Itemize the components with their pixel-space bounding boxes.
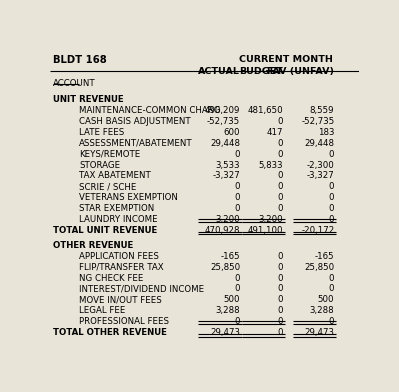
Text: FAV (UNFAV): FAV (UNFAV) [267,67,334,76]
Text: 0: 0 [329,204,334,213]
Text: 500: 500 [223,295,240,304]
Text: -3,327: -3,327 [212,171,240,180]
Text: 3,533: 3,533 [215,161,240,169]
Text: 490,209: 490,209 [205,106,240,115]
Text: 0: 0 [278,295,283,304]
Text: 3,200: 3,200 [259,215,283,224]
Text: 0: 0 [235,317,240,326]
Text: 500: 500 [318,295,334,304]
Text: -165: -165 [315,252,334,261]
Text: LEGAL FEE: LEGAL FEE [79,306,126,315]
Text: 0: 0 [278,274,283,283]
Text: 3,288: 3,288 [215,306,240,315]
Text: 0: 0 [235,204,240,213]
Text: -52,735: -52,735 [207,117,240,126]
Text: KEYS/REMOTE: KEYS/REMOTE [79,150,140,159]
Text: 0: 0 [278,182,283,191]
Text: 25,850: 25,850 [210,263,240,272]
Text: BUDGET: BUDGET [239,67,283,76]
Text: 0: 0 [278,139,283,148]
Text: NG CHECK FEE: NG CHECK FEE [79,274,144,283]
Text: 0: 0 [278,263,283,272]
Text: FLIP/TRANSFER TAX: FLIP/TRANSFER TAX [79,263,164,272]
Text: 0: 0 [278,193,283,202]
Text: APPLICATION FEES: APPLICATION FEES [79,252,159,261]
Text: 0: 0 [278,204,283,213]
Text: 470,928: 470,928 [205,226,240,235]
Text: OTHER REVENUE: OTHER REVENUE [53,241,133,250]
Text: VETERANS EXEMPTION: VETERANS EXEMPTION [79,193,178,202]
Text: -2,300: -2,300 [306,161,334,169]
Text: 0: 0 [235,150,240,159]
Text: UNIT REVENUE: UNIT REVENUE [53,95,124,104]
Text: CURRENT MONTH: CURRENT MONTH [239,54,334,64]
Text: 29,473: 29,473 [304,328,334,337]
Text: 29,448: 29,448 [304,139,334,148]
Text: 5,833: 5,833 [259,161,283,169]
Text: 3,288: 3,288 [310,306,334,315]
Text: -165: -165 [220,252,240,261]
Text: 0: 0 [329,285,334,293]
Text: ACCOUNT: ACCOUNT [53,79,96,88]
Text: ACTUAL: ACTUAL [198,67,240,76]
Text: 0: 0 [329,215,334,224]
Text: 481,650: 481,650 [248,106,283,115]
Text: STORAGE: STORAGE [79,161,120,169]
Text: 0: 0 [278,171,283,180]
Text: 0: 0 [235,285,240,293]
Text: 0: 0 [329,317,334,326]
Text: 0: 0 [278,150,283,159]
Text: ASSESSMENT/ABATEMENT: ASSESSMENT/ABATEMENT [79,139,193,148]
Text: 0: 0 [235,274,240,283]
Text: TOTAL OTHER REVENUE: TOTAL OTHER REVENUE [53,328,167,337]
Text: 3,200: 3,200 [215,215,240,224]
Text: PROFESSIONAL FEES: PROFESSIONAL FEES [79,317,169,326]
Text: BLDT 168: BLDT 168 [53,54,107,65]
Text: MAINTENANCE-COMMON CHARG: MAINTENANCE-COMMON CHARG [79,106,221,115]
Text: 8,559: 8,559 [310,106,334,115]
Text: TOTAL UNIT REVENUE: TOTAL UNIT REVENUE [53,226,157,235]
Text: TAX ABATEMENT: TAX ABATEMENT [79,171,151,180]
Text: 417: 417 [267,128,283,137]
Text: 0: 0 [278,252,283,261]
Text: LATE FEES: LATE FEES [79,128,124,137]
Text: CASH BASIS ADJUSTMENT: CASH BASIS ADJUSTMENT [79,117,191,126]
Text: SCRIE / SCHE: SCRIE / SCHE [79,182,136,191]
Text: MOVE IN/OUT FEES: MOVE IN/OUT FEES [79,295,162,304]
Text: -3,327: -3,327 [306,171,334,180]
Text: 0: 0 [329,193,334,202]
Text: 0: 0 [235,182,240,191]
Text: INTEREST/DIVIDEND INCOME: INTEREST/DIVIDEND INCOME [79,285,204,293]
Text: 0: 0 [278,306,283,315]
Text: -20,172: -20,172 [301,226,334,235]
Text: STAR EXEMPTION: STAR EXEMPTION [79,204,154,213]
Text: 25,850: 25,850 [304,263,334,272]
Text: LAUNDRY INCOME: LAUNDRY INCOME [79,215,158,224]
Text: 0: 0 [235,193,240,202]
Text: 0: 0 [278,117,283,126]
Text: 29,448: 29,448 [210,139,240,148]
Text: 0: 0 [278,328,283,337]
Text: 0: 0 [329,182,334,191]
Text: 0: 0 [278,285,283,293]
Text: -52,735: -52,735 [301,117,334,126]
Text: 29,473: 29,473 [210,328,240,337]
Text: 183: 183 [318,128,334,137]
Text: 0: 0 [329,274,334,283]
Text: 0: 0 [278,317,283,326]
Text: 491,100: 491,100 [248,226,283,235]
Text: 0: 0 [329,150,334,159]
Text: 600: 600 [223,128,240,137]
